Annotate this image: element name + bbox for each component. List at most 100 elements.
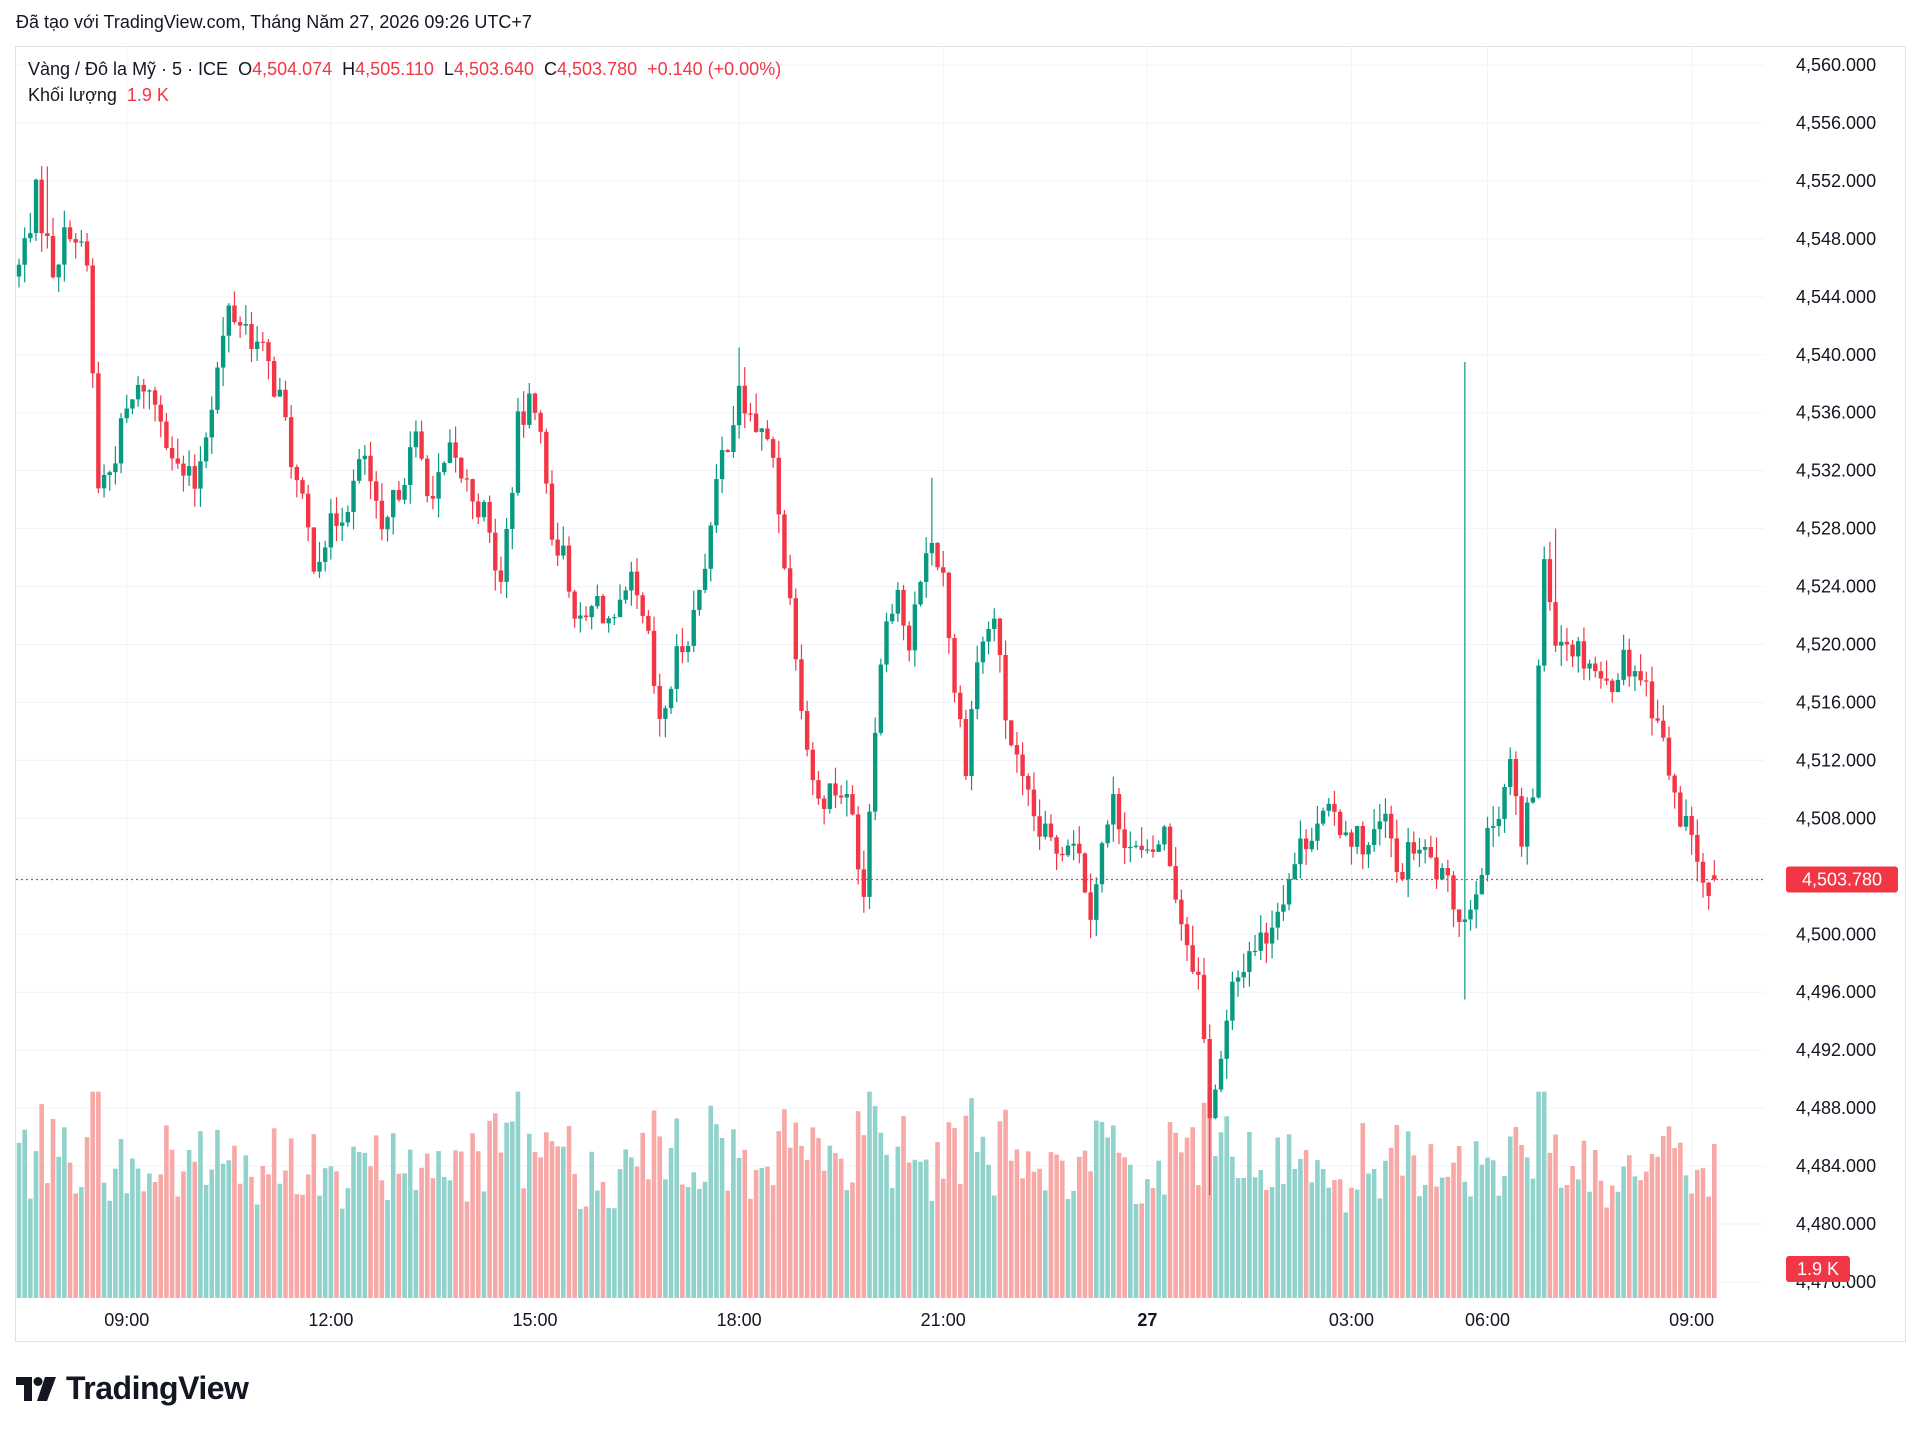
volume-bar xyxy=(1139,1203,1144,1298)
candle-body xyxy=(1632,671,1638,677)
candle-body xyxy=(1281,904,1286,912)
candle-body xyxy=(1479,874,1485,895)
volume-bar xyxy=(1445,1176,1451,1298)
candle-body xyxy=(527,393,532,425)
volume-label[interactable]: Khối lượng xyxy=(28,85,117,105)
candle-body xyxy=(674,646,679,689)
candle-body xyxy=(589,606,594,618)
candle-body xyxy=(425,458,430,496)
candle-body xyxy=(442,462,447,473)
volume-bar xyxy=(130,1158,135,1298)
volume-bar xyxy=(498,1152,504,1298)
candle-body xyxy=(1706,882,1711,896)
candle-body xyxy=(487,501,492,533)
volume-bar xyxy=(1042,1190,1048,1298)
volume-bar xyxy=(1689,1193,1694,1298)
candle-body xyxy=(62,227,67,265)
candle-body xyxy=(1230,981,1235,1021)
volume-bar xyxy=(22,1129,27,1298)
volume-bar xyxy=(1598,1180,1604,1298)
candle-body xyxy=(1145,849,1150,851)
volume-bar xyxy=(1292,1169,1298,1298)
volume-bar xyxy=(969,1098,974,1298)
candle-body xyxy=(651,630,657,686)
volume-bar xyxy=(1643,1171,1649,1298)
candle-body xyxy=(1105,824,1110,844)
volume-bar xyxy=(1218,1132,1224,1298)
volume-bar xyxy=(855,1111,861,1298)
volume-bar xyxy=(895,1146,901,1298)
candle-body xyxy=(73,239,78,243)
candle-body xyxy=(1530,797,1536,803)
candle-body xyxy=(1445,868,1451,876)
symbol-label[interactable]: Vàng / Đô la Mỹ · 5 · ICE xyxy=(28,59,229,79)
candle-body xyxy=(1315,823,1320,841)
volume-bar xyxy=(1173,1132,1178,1298)
candle-body xyxy=(1644,680,1649,682)
candle-body xyxy=(1672,775,1677,793)
volume-value: 1.9 K xyxy=(126,85,169,105)
volume-bar xyxy=(566,1126,572,1298)
candle-body xyxy=(1417,849,1422,854)
volume-bar xyxy=(963,1115,969,1298)
volume-bar xyxy=(373,1135,379,1298)
volume-bar xyxy=(1003,1109,1008,1298)
volume-bar xyxy=(1145,1179,1150,1298)
volume-bar xyxy=(90,1091,96,1298)
candle-body xyxy=(1627,649,1632,677)
volume-bar xyxy=(158,1174,164,1298)
candle-body xyxy=(1173,866,1178,900)
volume-bar xyxy=(1462,1181,1468,1298)
candle-body xyxy=(1394,838,1400,872)
candle-body xyxy=(1264,932,1269,944)
candle-body xyxy=(612,617,617,619)
volume-bar xyxy=(192,1161,198,1298)
volume-bar xyxy=(578,1208,583,1298)
volume-bar xyxy=(935,1142,940,1298)
volume-bar xyxy=(1632,1176,1638,1298)
tradingview-logo[interactable]: TradingView xyxy=(16,1370,249,1407)
candle-body xyxy=(1542,559,1547,666)
volume-bar xyxy=(1303,1150,1309,1298)
volume-bar xyxy=(918,1161,923,1298)
volume-bar xyxy=(782,1109,787,1298)
volume-bar xyxy=(742,1149,748,1298)
candle-body xyxy=(164,421,169,448)
volume-bar xyxy=(974,1152,980,1298)
volume-bar xyxy=(1638,1180,1643,1298)
candle-body xyxy=(311,527,317,572)
candle-body xyxy=(33,179,39,234)
volume-bar xyxy=(1473,1141,1479,1298)
volume-bar xyxy=(1337,1179,1343,1298)
volume-bar xyxy=(492,1113,498,1298)
candle-body xyxy=(1275,911,1280,928)
volume-bar xyxy=(135,1168,141,1298)
candle-body xyxy=(254,341,260,350)
candle-body xyxy=(1666,737,1672,776)
volume-bar xyxy=(952,1128,957,1298)
volume-bar xyxy=(413,1189,419,1298)
candle-body xyxy=(90,265,95,374)
volume-bar xyxy=(311,1134,317,1298)
candle-body xyxy=(1286,879,1292,905)
candle-body xyxy=(152,390,158,405)
volume-bar xyxy=(1037,1168,1042,1298)
candle-body xyxy=(697,589,702,610)
volume-bar xyxy=(1456,1145,1462,1298)
candle-body xyxy=(1604,678,1609,681)
candle-body xyxy=(1156,844,1161,852)
volume-bar xyxy=(1592,1149,1598,1298)
volume-bar xyxy=(923,1159,929,1298)
candle-body xyxy=(498,570,504,582)
candle-body xyxy=(470,479,475,502)
volume-bar xyxy=(1031,1171,1037,1298)
candle-body xyxy=(1037,816,1042,837)
candle-body xyxy=(1491,826,1496,828)
volume-bar xyxy=(1190,1127,1195,1298)
candle-body xyxy=(719,449,725,480)
candle-body xyxy=(1088,892,1093,920)
ohlc-row: Vàng / Đô la Mỹ · 5 · ICE O4,504.074 H4,50… xyxy=(28,56,781,82)
volume-bar xyxy=(1071,1190,1076,1298)
candle-body xyxy=(1377,821,1382,830)
candlestick-chart[interactable]: 4,560.000 4,556.000 4,552.000 4,548.000 4,54… xyxy=(0,0,1920,1343)
